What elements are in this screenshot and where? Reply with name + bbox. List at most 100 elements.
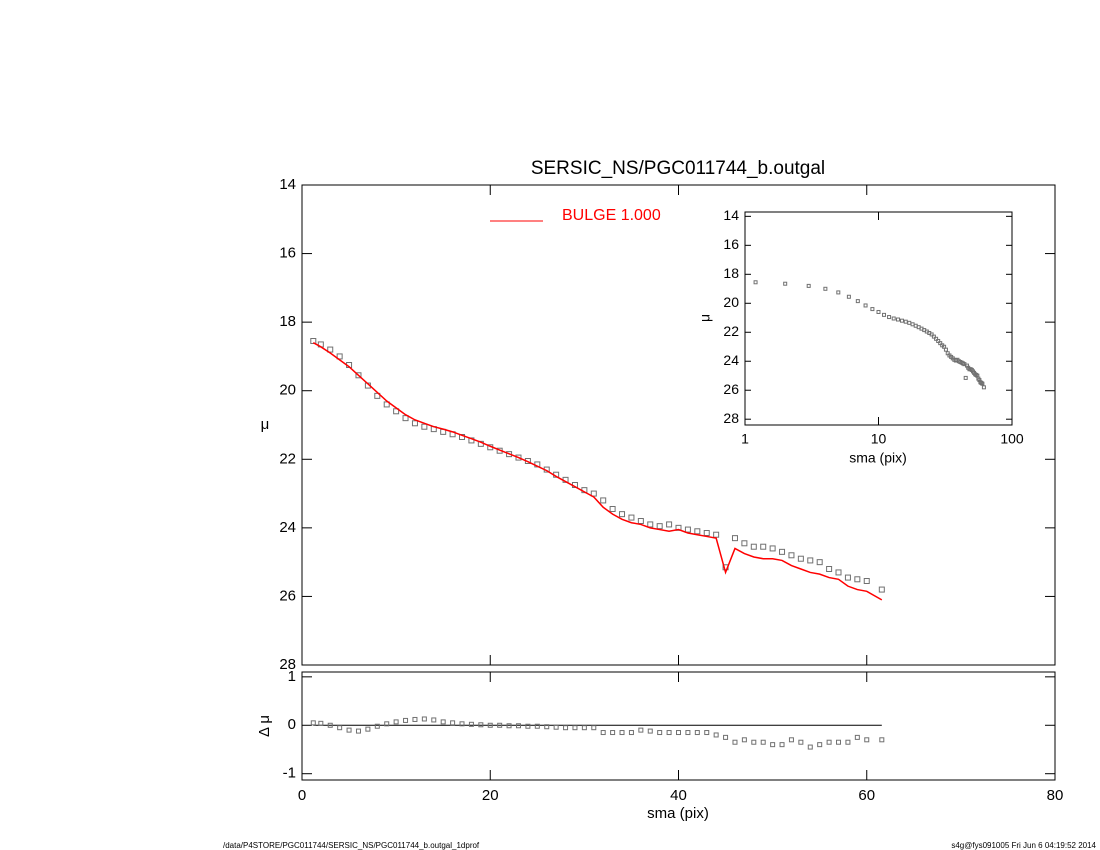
data-point [887,315,892,320]
y-axis-label: μ [261,416,270,433]
data-point [876,309,881,314]
data-point [855,299,860,304]
y-tick-label: 24 [279,519,296,536]
y-tick-label: 1 [288,668,296,685]
data-point [936,338,941,343]
data-point [487,722,493,728]
data-point [694,528,701,535]
data-point [384,721,390,727]
data-point [318,720,324,726]
y-tick-label: 26 [279,587,296,604]
data-point [637,518,644,524]
y-tick-label: 0 [288,716,296,733]
data-point [327,346,334,353]
x-tick-label: 40 [670,787,687,804]
data-point [896,317,901,322]
data-point [963,375,968,380]
y-tick-label: 18 [279,313,296,330]
data-point [647,521,654,528]
y-tick-label: 22 [279,450,296,467]
chart-title: SERSIC_NS/PGC011744_b.outgal [531,158,825,179]
data-point [431,717,437,723]
x-tick-label: 20 [482,787,499,804]
data-point [846,294,851,299]
data-point [468,721,474,727]
data-point [563,725,569,731]
data-point [421,716,427,722]
data-point [879,737,885,743]
data-point [797,555,804,562]
data-point [346,727,352,733]
x-tick-label: 80 [1047,787,1064,804]
data-point [817,742,823,748]
data-point [355,728,361,734]
x-tick-label: 1 [741,431,749,447]
data-point [878,586,885,593]
data-point [769,545,776,552]
data-point [534,723,540,729]
data-point [750,543,757,550]
data-point [450,720,456,726]
data-point [770,742,776,748]
data-point [703,530,710,536]
data-point [600,497,607,504]
data-point [891,316,896,321]
data-point [788,737,794,743]
footer-left: /data/P4STORE/PGC011744/SERSIC_NS/PGC011… [223,841,480,850]
data-point [553,724,559,730]
data-point [807,557,814,564]
y-axis-label: μ [697,314,713,322]
data-point [393,408,400,415]
data-point [835,569,842,576]
data-point [600,730,606,736]
data-point [515,454,522,461]
x-tick-label: 0 [298,787,306,804]
data-point [497,722,503,728]
data-point [934,336,939,341]
data-point [870,307,875,312]
data-point [760,543,767,550]
data-point [411,420,418,427]
data-point [882,312,887,317]
data-point [647,728,653,734]
x-axis-label: sma (pix) [849,450,907,466]
model-line [312,342,883,601]
data-point [412,716,418,722]
y-tick-label: 28 [723,410,739,426]
y-tick-label: 16 [279,245,296,262]
data-point [525,723,531,729]
data-point [806,283,811,288]
data-point [863,303,868,308]
data-point [713,531,720,538]
data-point [336,353,343,360]
inset-background [745,212,1012,425]
data-point [704,730,710,736]
data-point [816,559,823,566]
y-tick-label: 28 [279,656,296,673]
data-point [826,739,832,745]
data-point [753,280,758,285]
y-tick-label: 16 [723,236,739,252]
data-point [619,511,626,518]
data-point [327,722,333,728]
data-point [666,730,672,736]
data-point [823,286,828,291]
data-point [403,717,409,723]
data-point [383,401,390,408]
data-point [981,385,986,390]
data-point [591,725,597,731]
data-point [723,734,729,740]
data-point [760,739,766,745]
data-point [393,719,399,725]
data-point [845,739,851,745]
data-point [590,490,597,497]
data-point [610,730,616,736]
data-point [863,578,870,584]
data-point [929,332,934,337]
data-point [676,730,681,736]
data-point [506,723,512,729]
data-point [609,506,616,512]
data-point [943,347,948,352]
data-point [779,742,785,748]
